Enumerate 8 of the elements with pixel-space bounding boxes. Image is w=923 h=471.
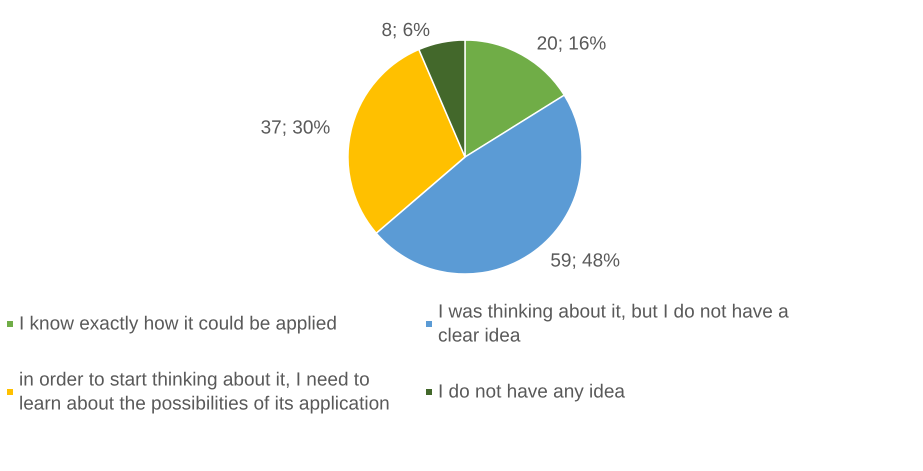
legend-label: I know exactly how it could be applied (19, 314, 337, 334)
data-label: 8; 6% (381, 20, 430, 42)
legend-label: I do not have any idea (438, 382, 626, 402)
data-label: 37; 30% (260, 117, 330, 138)
legend-label: in order to start thinking about it, I need to learn about the possibilities of its application (19, 370, 390, 414)
legend-label: I was thinking about it, but I do not have a clear idea (438, 302, 794, 346)
data-label: 59; 48% (550, 250, 620, 272)
data-label: 20; 16% (536, 34, 606, 55)
